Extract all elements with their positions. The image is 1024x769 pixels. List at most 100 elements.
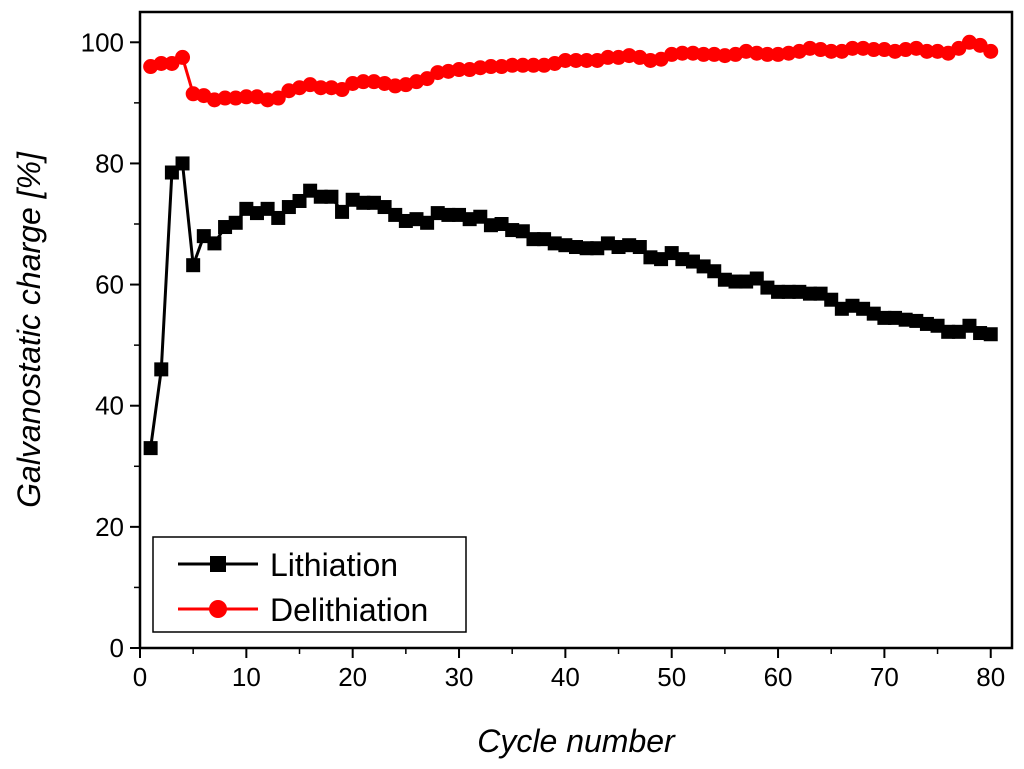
lithiation-point (196, 229, 211, 244)
lithiation-point (143, 441, 158, 456)
lithiation-point (888, 310, 903, 325)
plot-frame (138, 10, 1014, 650)
lithiation-point (398, 213, 413, 228)
delithiation-point (270, 90, 286, 106)
lithiation-point (834, 301, 849, 316)
y-tick-label: 0 (110, 633, 124, 663)
lithiation-point (154, 362, 169, 377)
lithiation-point (483, 218, 498, 233)
lithiation-point (973, 326, 988, 341)
lithiation-point (919, 316, 934, 331)
y-tick-label: 20 (95, 512, 124, 542)
lithiation-point (600, 236, 615, 251)
delithiation-point (866, 42, 882, 58)
x-tick-label: 30 (445, 662, 474, 692)
lithiation-point (356, 195, 371, 210)
lithiation-point (324, 189, 339, 204)
delithiation-point (525, 57, 541, 73)
y-tick-label: 80 (95, 148, 124, 178)
lithiation-point (281, 200, 296, 215)
lithiation-point (462, 212, 477, 227)
legend-delithiation-marker (209, 600, 227, 618)
legend-delithiation-label: Delithiation (270, 592, 428, 628)
lithiation-point (654, 252, 669, 267)
lithiation-point (717, 272, 732, 287)
lithiation-point (430, 206, 445, 221)
lithiation-point (749, 271, 764, 286)
lithiation-point (569, 240, 583, 255)
lithiation-point (728, 274, 743, 289)
lithiation-point (207, 236, 222, 251)
lithiation-point (164, 165, 179, 180)
lithiation-point (664, 246, 679, 261)
lithiation-point (685, 254, 700, 269)
lithiation-point (930, 318, 945, 333)
lithiation-point (345, 192, 360, 207)
delithiation-point (600, 49, 616, 65)
lithiation-point (951, 324, 966, 339)
delithiation-point (217, 90, 233, 106)
legend: Lithiation Delithiation (152, 536, 467, 633)
delithiation-point (504, 57, 520, 73)
lithiation-point (505, 223, 520, 238)
x-tick-label: 20 (338, 662, 367, 692)
delithiation-point (313, 80, 329, 96)
lithiation-point (303, 183, 318, 198)
delithiation-point (568, 52, 584, 68)
lithiation-point (409, 212, 424, 227)
lithiation-point (515, 224, 530, 239)
delithiation-point (579, 52, 595, 68)
lithiation-point (292, 193, 307, 208)
lithiation-point (813, 286, 828, 301)
lithiation-point (313, 189, 328, 204)
y-tick-label: 60 (95, 270, 124, 300)
lithiation-point (866, 306, 881, 321)
lithiation-point (845, 298, 860, 313)
y-tick-label: 40 (95, 391, 124, 421)
delithiation-point (153, 55, 169, 71)
lithiation-point (452, 207, 467, 222)
series-layer (143, 34, 999, 456)
delithiation-point (355, 74, 371, 90)
delithiation-point (175, 49, 191, 65)
lithiation-point (643, 250, 658, 265)
delithiation-point (759, 46, 775, 62)
delithiation-point (696, 46, 712, 62)
lithiation-point (271, 210, 286, 225)
delithiation-point (823, 43, 839, 59)
lithiation-point (707, 264, 722, 279)
lithiation-point (335, 204, 350, 219)
lithiation-point (494, 217, 509, 231)
x-tick-label: 80 (976, 662, 1005, 692)
x-axis: 0 10 20 30 40 50 60 70 80 (133, 648, 1005, 692)
legend-lithiation-label: Lithiation (270, 547, 398, 583)
y-axis: 0 20 40 60 80 100 (81, 27, 140, 663)
lithiation-point (856, 301, 871, 316)
lithiation-point (824, 292, 839, 307)
lithiation-point (590, 241, 605, 256)
delithiation-point (483, 59, 499, 75)
delithiation-point (674, 45, 690, 61)
lithiation-point (366, 195, 381, 210)
y-axis-title: Galvanostatic charge [%] (11, 151, 47, 508)
x-axis-title: Cycle number (477, 723, 676, 759)
x-tick-label: 10 (232, 662, 261, 692)
lithiation-point (526, 232, 541, 247)
lithiation-point (739, 274, 754, 289)
lithiation-point (579, 241, 594, 256)
legend-box (152, 536, 467, 633)
lithiation-point (239, 201, 254, 216)
delithiation-point (515, 57, 531, 73)
lithiation-point (473, 209, 488, 224)
lithiation-point (228, 215, 243, 230)
lithiation-point (558, 238, 573, 253)
delithiation-point (983, 43, 999, 59)
lithiation-point (175, 156, 190, 171)
lithiation-point (983, 327, 998, 342)
lithiation-point (388, 207, 403, 222)
y-tick-label: 100 (81, 27, 124, 57)
x-tick-label: 0 (133, 662, 147, 692)
lithiation-point (186, 258, 201, 273)
x-tick-label: 70 (870, 662, 899, 692)
